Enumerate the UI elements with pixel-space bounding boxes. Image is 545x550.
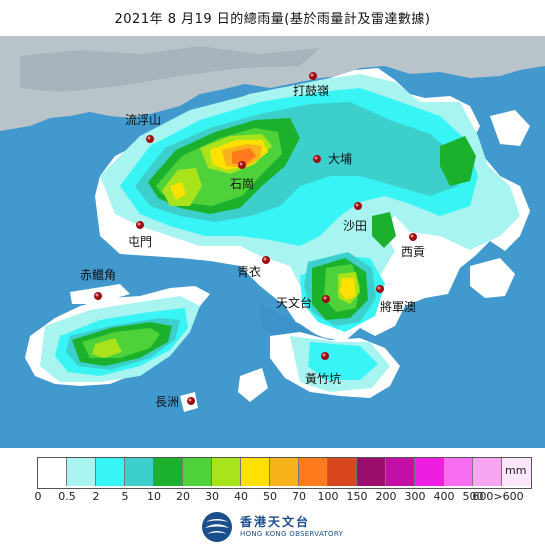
- legend-swatch: [270, 458, 299, 486]
- legend-swatch: [473, 458, 502, 486]
- legend-tick-label: 2: [92, 490, 100, 503]
- legend-swatch: [415, 458, 444, 486]
- legend-tick-label: 600>600: [472, 490, 524, 503]
- logo-chinese-name: 香港天文台: [240, 515, 311, 529]
- legend-swatch: [386, 458, 415, 486]
- station-chek-lap-kok-marker: [94, 292, 102, 300]
- station-label: 石崗: [230, 177, 254, 191]
- legend-swatch: [357, 458, 386, 486]
- legend-tick-label: 300: [404, 490, 426, 503]
- legend-swatch: [299, 458, 328, 486]
- station-label: 將軍澳: [380, 299, 416, 314]
- legend-tick-label: 150: [346, 490, 368, 503]
- rainfall-legend: [37, 457, 532, 489]
- station-tap-mun-marker: [309, 72, 317, 80]
- legend-tick-label: 0: [34, 490, 42, 503]
- station-label: 大埔: [328, 152, 352, 166]
- legend-swatch: [67, 458, 96, 486]
- station-sha-tin-marker: [354, 202, 362, 210]
- station-label: 打鼓嶺: [293, 84, 329, 98]
- station-label: 長洲: [155, 395, 179, 409]
- station-wong-chuk-hang-marker: [321, 352, 329, 360]
- legend-tick-label: 40: [234, 490, 248, 503]
- legend-tick-label: 50: [263, 490, 277, 503]
- legend-ticks: 0 0.5 2 5 10 20 30 40 50 70 100 150 200 300 400 500 600>…: [0, 490, 545, 506]
- station-label: 屯門: [128, 235, 152, 249]
- legend-tick-label: 0.5: [58, 490, 76, 503]
- station-markers: [94, 72, 417, 405]
- station-label: 青衣: [237, 264, 261, 279]
- station-label: 天文台: [276, 295, 312, 310]
- station-cheung-chau-marker: [187, 397, 195, 405]
- legend-swatch: [154, 458, 183, 486]
- station-label: 流浮山: [125, 113, 161, 127]
- legend-unit: mm: [505, 464, 527, 477]
- station-tai-po-marker: [313, 155, 321, 163]
- legend-tick-label: 5: [121, 490, 129, 503]
- legend-tick-label: 200: [375, 490, 397, 503]
- station-tsing-yi-marker: [262, 256, 270, 264]
- legend-swatch: [96, 458, 125, 486]
- station-tseung-kwan-o-marker: [376, 285, 384, 293]
- rainfall-map: 打鼓嶺 流浮山 大埔 石崗 沙田 屯門 西貢 青衣 赤鱲角 天文台 將軍澳 黃竹…: [0, 36, 545, 448]
- logo-english-name: HONG KONG OBSERVATORY: [240, 530, 344, 538]
- station-label: 沙田: [343, 219, 367, 233]
- legend-tick-label: 100: [317, 490, 339, 503]
- hko-logo: 香港天文台 HONG KONG OBSERVATORY: [200, 510, 380, 544]
- map-title: 2021年 8 月19 日的總雨量(基於雨量計及雷達數據): [114, 12, 431, 27]
- station-label: 赤鱲角: [80, 268, 116, 282]
- legend-swatch: [38, 458, 67, 486]
- legend-swatch: [125, 458, 154, 486]
- legend-swatch: [444, 458, 473, 486]
- legend-tick-label: 10: [147, 490, 161, 503]
- station-labels: 打鼓嶺 流浮山 大埔 石崗 沙田 屯門 西貢 青衣 赤鱲角 天文台 將軍澳 黃竹…: [80, 84, 425, 409]
- station-sai-kung-marker: [409, 233, 417, 241]
- station-label: 西貢: [401, 245, 425, 259]
- legend-swatch: [241, 458, 270, 486]
- legend-tick-label: 400: [433, 490, 455, 503]
- station-observatory-marker: [322, 295, 330, 303]
- legend-swatch: [502, 458, 531, 486]
- station-tuen-mun-marker: [136, 221, 144, 229]
- station-shek-kong-marker: [238, 161, 246, 169]
- station-lau-fau-shan-marker: [146, 135, 154, 143]
- legend-tick-label: 500: [462, 490, 484, 503]
- legend-tick-label: 20: [176, 490, 190, 503]
- legend-tick-label: 30: [205, 490, 219, 503]
- legend-swatch: [212, 458, 241, 486]
- hko-logo-icon: [202, 512, 232, 542]
- legend-swatch: [328, 458, 357, 486]
- station-label: 黃竹坑: [305, 371, 341, 386]
- legend-tick-label: 70: [292, 490, 306, 503]
- legend-swatch: [183, 458, 212, 486]
